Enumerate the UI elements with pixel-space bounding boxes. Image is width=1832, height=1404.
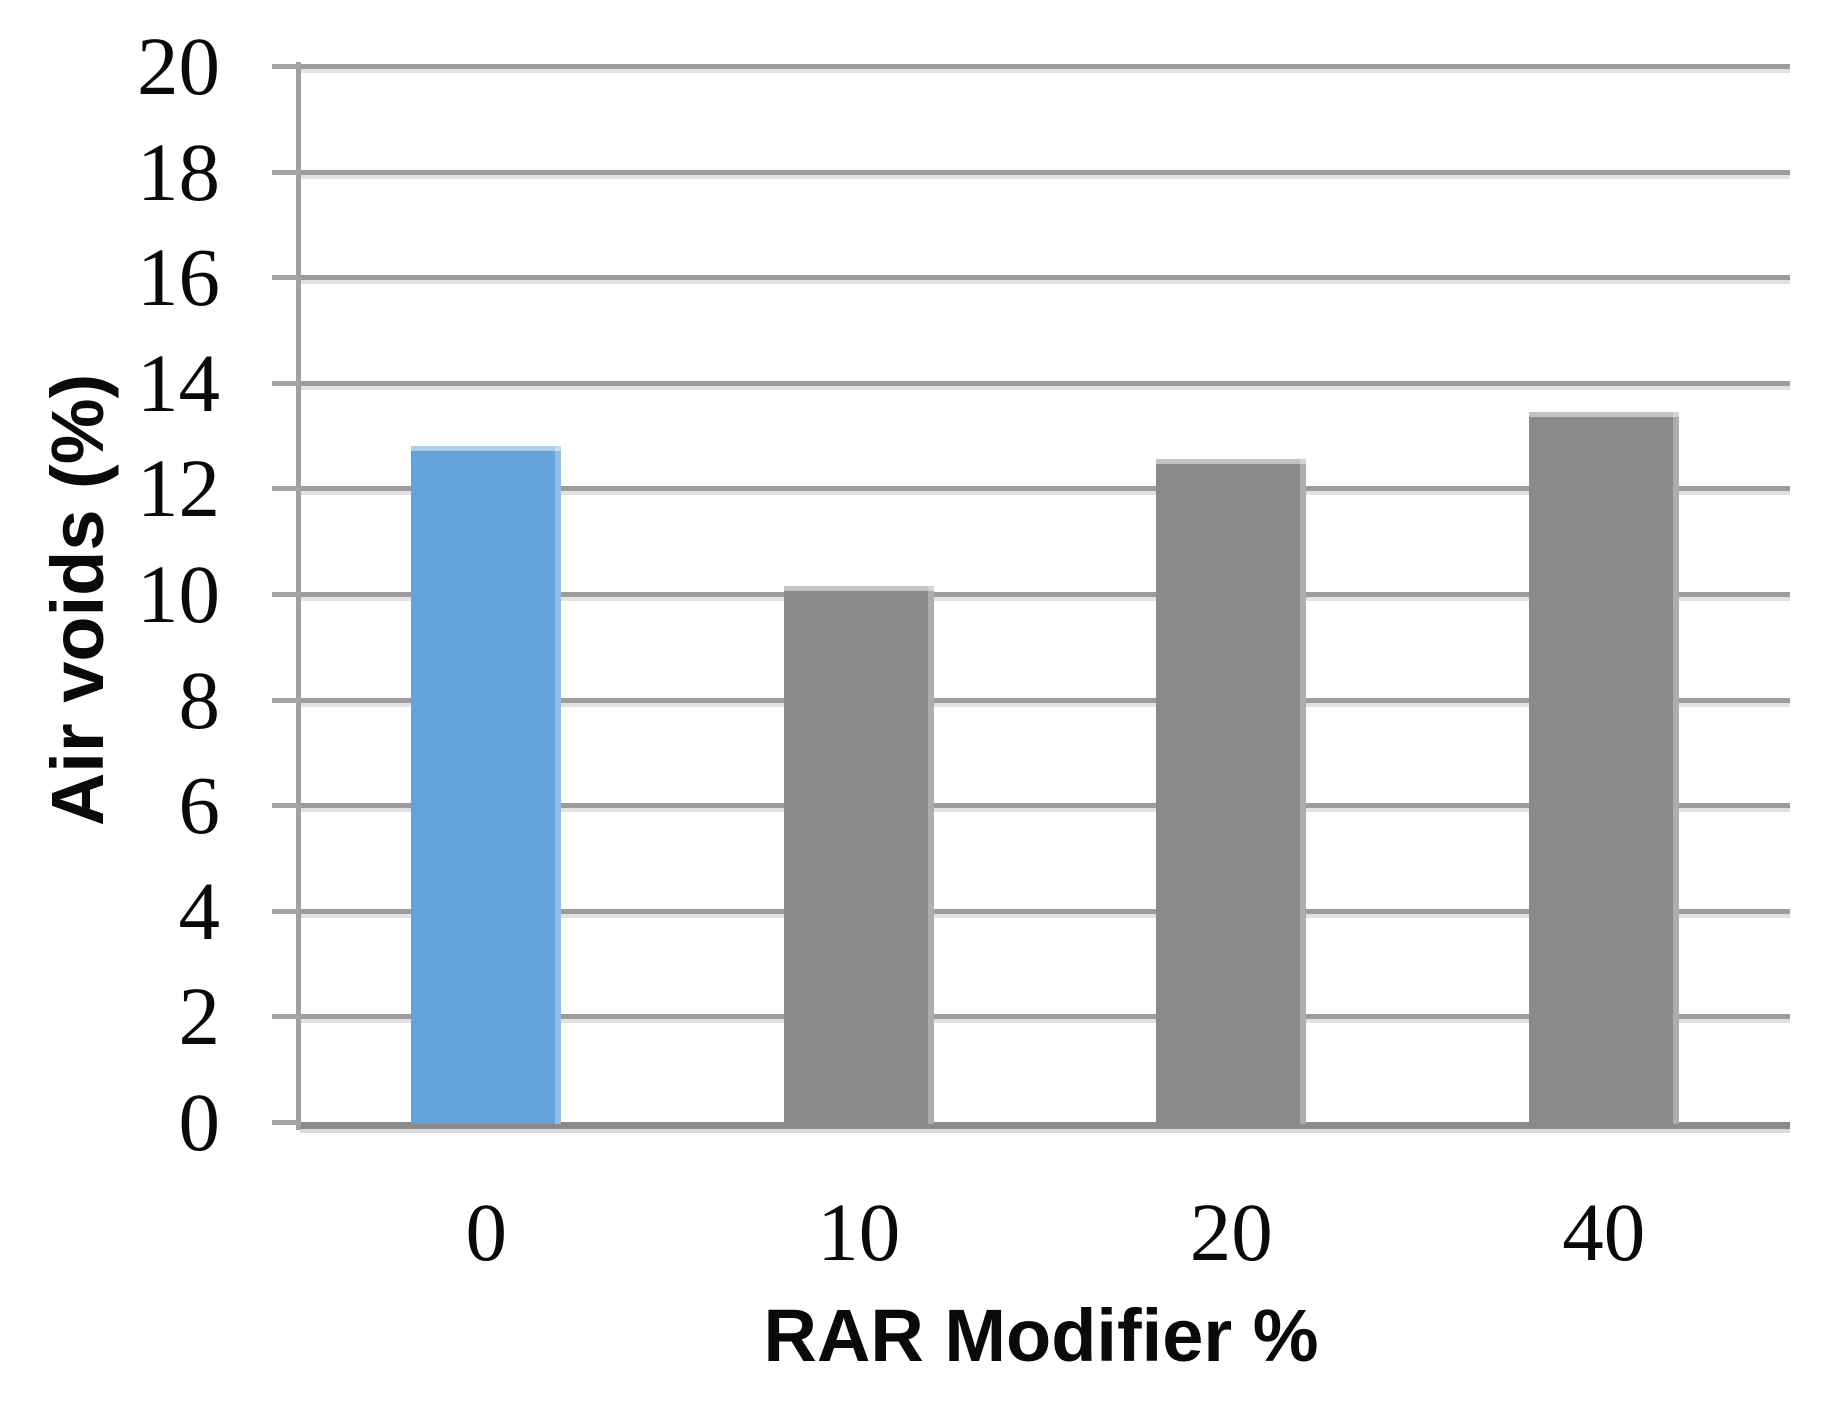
y-tick-mark xyxy=(272,592,300,597)
y-tick-mark xyxy=(272,697,300,703)
y-tick-label: 0 xyxy=(178,1076,221,1168)
gridline xyxy=(300,803,1790,813)
y-tick-label: 4 xyxy=(178,864,221,957)
x-tick-label: 0 xyxy=(465,1186,508,1278)
y-tick-label: 12 xyxy=(137,442,220,535)
gridline xyxy=(300,486,1790,496)
y-axis-title: Air voids (%) xyxy=(36,373,119,827)
x-tick-label: 20 xyxy=(1189,1186,1273,1278)
gridline xyxy=(300,908,1790,918)
y-tick-mark xyxy=(272,486,300,492)
y-tick-label: 8 xyxy=(178,653,221,746)
gridline xyxy=(300,592,1790,601)
y-tick-label: 18 xyxy=(137,125,220,218)
y-tick-mark xyxy=(272,64,300,69)
y-tick-label: 14 xyxy=(137,336,220,429)
gridline xyxy=(300,169,1790,179)
y-tick-mark xyxy=(272,908,300,914)
bar-0 xyxy=(411,446,562,1124)
gridline xyxy=(300,380,1790,390)
y-tick-mark xyxy=(272,275,300,281)
x-tick-label: 10 xyxy=(817,1186,901,1278)
y-tick-mark xyxy=(272,169,300,175)
y-tick-label: 16 xyxy=(137,231,220,324)
x-axis-line xyxy=(300,1122,1790,1133)
bar-10 xyxy=(783,586,934,1124)
y-tick-mark xyxy=(272,380,300,386)
gridline xyxy=(300,1014,1790,1024)
y-tick-label: 20 xyxy=(137,20,220,112)
y-tick-label: 10 xyxy=(137,548,220,640)
bar-40 xyxy=(1528,411,1679,1124)
gridline xyxy=(300,64,1790,73)
x-tick-label: 40 xyxy=(1562,1186,1646,1278)
y-tick-mark xyxy=(272,1014,300,1020)
gridline xyxy=(300,697,1790,707)
y-tick-mark xyxy=(272,803,300,809)
gridline xyxy=(300,275,1790,285)
x-axis-title: RAR Modifier % xyxy=(763,1294,1319,1377)
bar-20 xyxy=(1156,459,1307,1124)
y-tick-label: 2 xyxy=(178,970,221,1063)
y-tick-mark xyxy=(272,1120,300,1125)
y-tick-label: 6 xyxy=(178,759,221,852)
